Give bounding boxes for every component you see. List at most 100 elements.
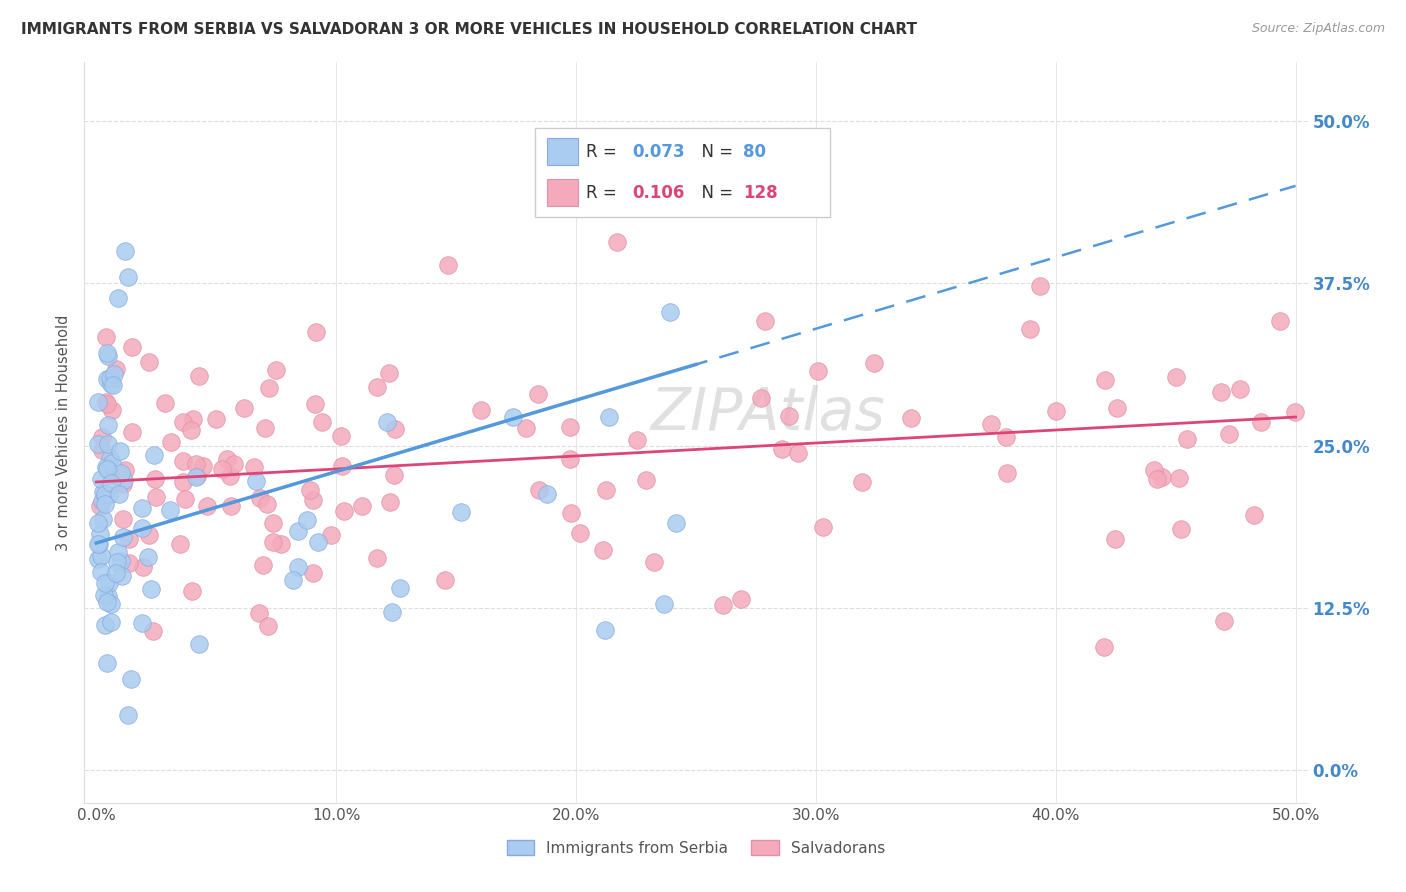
Point xyxy=(569,526,592,541)
Point xyxy=(381,605,404,619)
Point xyxy=(142,624,165,639)
Text: IMMIGRANTS FROM SERBIA VS SALVADORAN 3 OR MORE VEHICLES IN HOUSEHOLD CORRELATION: IMMIGRANTS FROM SERBIA VS SALVADORAN 3 O… xyxy=(21,22,917,37)
Point xyxy=(754,314,776,328)
Y-axis label: 3 or more Vehicles in Household: 3 or more Vehicles in Household xyxy=(56,315,72,550)
Point xyxy=(606,235,628,249)
Point xyxy=(121,340,143,354)
Point xyxy=(94,394,117,409)
Point xyxy=(110,466,132,480)
Point xyxy=(1170,522,1192,536)
Point xyxy=(527,387,550,401)
Point xyxy=(180,584,202,599)
Point xyxy=(100,377,122,392)
Point xyxy=(305,325,328,339)
Point xyxy=(90,549,112,564)
Point xyxy=(103,367,125,381)
Point xyxy=(253,421,276,435)
Point xyxy=(259,381,281,395)
Text: Source: ZipAtlas.com: Source: ZipAtlas.com xyxy=(1251,22,1385,36)
Point xyxy=(131,521,153,535)
Point xyxy=(262,516,284,530)
Point xyxy=(114,244,136,258)
Point xyxy=(1045,404,1067,418)
Text: 80: 80 xyxy=(744,143,766,161)
Text: 0.073: 0.073 xyxy=(633,143,685,161)
Text: ZIPAtlas: ZIPAtlas xyxy=(651,384,886,442)
Point xyxy=(654,597,676,611)
Point xyxy=(211,462,233,476)
Text: R =: R = xyxy=(586,184,621,202)
Point xyxy=(107,291,129,305)
Point xyxy=(330,458,353,473)
Point xyxy=(188,637,211,651)
Point xyxy=(94,617,117,632)
Point xyxy=(98,371,121,385)
Point xyxy=(105,556,128,570)
Point xyxy=(527,483,550,497)
Point xyxy=(1146,472,1168,486)
Point xyxy=(110,554,132,568)
Point xyxy=(994,429,1017,443)
Point xyxy=(502,410,524,425)
Point xyxy=(138,527,160,541)
Point xyxy=(100,615,122,629)
Point xyxy=(980,417,1002,432)
Point xyxy=(91,494,114,508)
Point xyxy=(366,380,388,394)
Point xyxy=(131,501,153,516)
Point xyxy=(252,558,274,572)
Point xyxy=(256,619,278,633)
Point xyxy=(96,346,118,360)
Text: N =: N = xyxy=(692,143,738,161)
Point xyxy=(204,412,226,426)
Point xyxy=(787,446,810,460)
Point xyxy=(711,599,734,613)
Point xyxy=(91,485,114,500)
Point xyxy=(219,469,242,483)
Point xyxy=(107,545,129,559)
Point xyxy=(136,549,159,564)
Point xyxy=(350,500,373,514)
Point xyxy=(1092,640,1115,654)
Point xyxy=(311,415,333,429)
Point xyxy=(117,707,139,722)
Point xyxy=(97,589,120,603)
Point xyxy=(91,512,114,526)
Point xyxy=(89,499,111,513)
Point xyxy=(96,397,118,411)
Point xyxy=(770,442,793,456)
Point xyxy=(180,423,202,437)
Point xyxy=(636,473,658,487)
Point xyxy=(108,443,131,458)
Point xyxy=(304,397,326,411)
Point xyxy=(118,557,141,571)
Point xyxy=(93,588,115,602)
Point xyxy=(195,499,218,513)
Point xyxy=(249,491,271,505)
Point xyxy=(1175,432,1198,446)
Point xyxy=(121,425,143,439)
Point xyxy=(287,524,309,538)
Point xyxy=(685,166,707,180)
Point xyxy=(96,461,118,475)
Point xyxy=(91,430,114,444)
Point xyxy=(87,537,110,551)
Point xyxy=(378,366,401,380)
Point xyxy=(262,534,284,549)
Point xyxy=(100,467,122,482)
Point xyxy=(384,422,406,436)
Point xyxy=(470,402,492,417)
Point xyxy=(1143,463,1166,477)
Point xyxy=(174,491,197,506)
Point xyxy=(87,537,110,551)
Point xyxy=(1029,279,1052,293)
Point xyxy=(1167,471,1189,485)
Point xyxy=(247,607,270,621)
Point xyxy=(751,391,773,405)
Text: R =: R = xyxy=(586,143,621,161)
Point xyxy=(382,467,405,482)
Point xyxy=(172,475,194,489)
Point xyxy=(86,516,108,530)
Point xyxy=(778,409,800,423)
Point xyxy=(217,451,239,466)
